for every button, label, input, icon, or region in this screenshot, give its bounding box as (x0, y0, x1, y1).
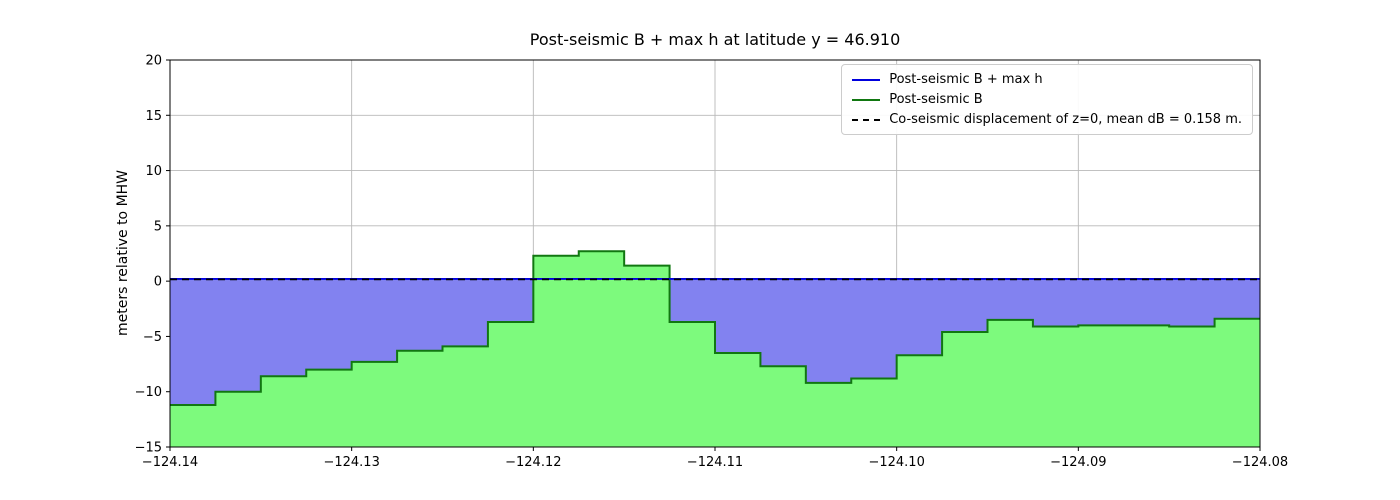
y-tick-label: −5 (143, 330, 162, 345)
x-tick-label: −124.09 (1050, 455, 1106, 470)
chart-title: Post-seismic B + max h at latitude y = 4… (529, 30, 901, 49)
legend-label: Post-seismic B (889, 92, 983, 107)
y-tick-label: 15 (145, 109, 162, 124)
x-tick-label: −124.12 (505, 455, 561, 470)
x-tick-label: −124.14 (142, 455, 198, 470)
legend-label: Co-seismic displacement of z=0, mean dB … (889, 112, 1242, 127)
legend-item-b: Post-seismic B (852, 92, 1242, 107)
y-axis-label: meters relative to MHW (115, 169, 131, 337)
legend: Post-seismic B + max h Post-seismic B Co… (841, 64, 1253, 135)
step-line (170, 250, 1260, 406)
x-tick-label: −124.13 (323, 455, 379, 470)
y-tick-label: −10 (135, 385, 162, 400)
legend-label: Post-seismic B + max h (889, 72, 1043, 87)
y-tick-label: 10 (145, 164, 162, 179)
x-tick-label: −124.11 (687, 455, 743, 470)
y-tick-label: 5 (154, 219, 162, 234)
y-tick-label: −15 (135, 441, 162, 456)
legend-item-coseismic: Co-seismic displacement of z=0, mean dB … (852, 112, 1242, 127)
legend-line-sample-blue (852, 78, 881, 81)
legend-line-sample-green (852, 98, 881, 101)
legend-line-sample-dashed (852, 118, 881, 121)
x-tick-label: −124.08 (1232, 455, 1288, 470)
x-tick-label: −124.10 (868, 455, 924, 470)
y-tick-label: 0 (154, 275, 162, 290)
legend-item-b-plus-maxh: Post-seismic B + max h (852, 72, 1242, 87)
y-tick-label: 20 (145, 54, 162, 69)
